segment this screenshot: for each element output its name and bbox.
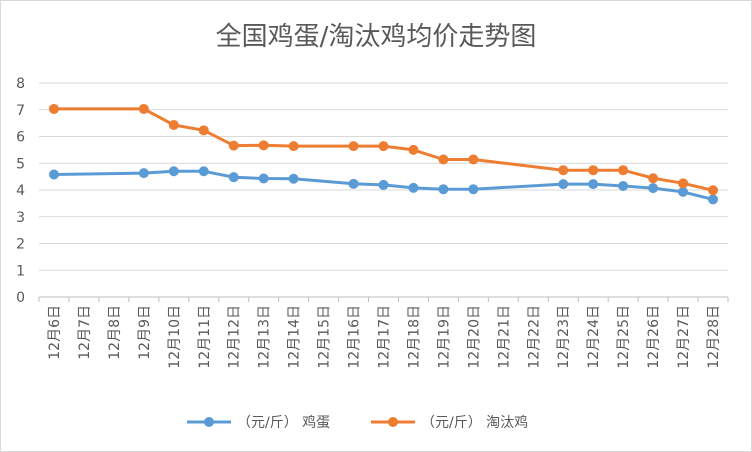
- legend-marker: [204, 417, 214, 427]
- x-tick-label: 12月10日: [167, 305, 183, 369]
- data-point: [708, 185, 719, 196]
- series-line: [54, 107, 714, 192]
- x-axis-ticks: 12月6日 12月7日 12月8日 12月9日 12月10日 12月11日 12月12日 12…: [47, 305, 722, 369]
- x-tick-label: 12月9日: [137, 305, 153, 360]
- data-point: [228, 172, 239, 183]
- x-tick-label: 12月21日: [496, 305, 512, 369]
- x-tick-label: 12月18日: [406, 305, 422, 369]
- data-point: [468, 184, 479, 195]
- x-axis: [38, 296, 729, 302]
- series-0: [48, 166, 719, 205]
- data-point: [618, 165, 629, 176]
- x-tick-label: 12月22日: [526, 305, 542, 369]
- data-point: [168, 166, 179, 177]
- x-tick-label: 12月20日: [466, 305, 482, 369]
- x-tick-label: 12月16日: [347, 305, 363, 369]
- data-point: [48, 169, 59, 180]
- data-point: [138, 168, 149, 179]
- chart-title: 全国鸡蛋/淘汰鸡均价走势图: [216, 22, 537, 52]
- x-tick-label: 12月28日: [706, 305, 722, 369]
- series-layer: [48, 103, 719, 205]
- y-tick-label: 1: [16, 263, 25, 279]
- y-tick-label: 5: [16, 156, 25, 172]
- x-tick-label: 12月6日: [47, 305, 63, 360]
- data-point: [198, 166, 209, 177]
- x-tick-label: 12月13日: [257, 305, 273, 369]
- data-point: [558, 179, 569, 190]
- x-tick-label: 12月8日: [107, 305, 123, 360]
- legend-label: （元/斤） 鸡蛋: [237, 414, 330, 431]
- data-point: [258, 140, 269, 151]
- data-point: [438, 154, 449, 165]
- legend-item: （元/斤） 鸡蛋: [187, 414, 330, 431]
- data-point: [408, 182, 419, 193]
- y-tick-label: 7: [16, 103, 25, 119]
- x-tick-label: 12月12日: [227, 305, 243, 369]
- data-point: [198, 125, 209, 136]
- data-point: [228, 140, 239, 151]
- grid-lines: [39, 82, 728, 271]
- data-point: [708, 194, 719, 205]
- x-tick-label: 12月17日: [377, 305, 393, 369]
- x-tick-label: 12月7日: [77, 305, 93, 360]
- data-point: [678, 186, 689, 197]
- x-tick-label: 12月25日: [616, 305, 632, 369]
- data-point: [618, 180, 629, 191]
- x-tick-label: 12月26日: [646, 305, 662, 369]
- y-tick-label: 3: [16, 210, 25, 226]
- data-point: [408, 144, 419, 155]
- data-point: [438, 184, 449, 195]
- x-tick-label: 12月23日: [556, 305, 572, 369]
- x-tick-label: 12月24日: [586, 305, 602, 369]
- x-tick-label: 12月27日: [676, 305, 692, 369]
- y-tick-label: 6: [16, 130, 25, 146]
- data-point: [168, 119, 179, 130]
- series-1: [48, 103, 719, 196]
- y-tick-label: 8: [16, 76, 25, 92]
- data-point: [678, 178, 689, 189]
- data-point: [558, 165, 569, 176]
- y-tick-label: 4: [16, 183, 25, 199]
- data-point: [648, 173, 659, 184]
- data-point: [378, 141, 389, 152]
- data-point: [48, 103, 59, 114]
- legend-marker: [388, 417, 398, 427]
- data-point: [588, 165, 599, 176]
- y-tick-label: 2: [16, 237, 25, 253]
- data-point: [288, 141, 299, 152]
- data-point: [288, 173, 299, 184]
- data-point: [348, 141, 359, 152]
- data-point: [138, 103, 149, 114]
- x-tick-label: 12月14日: [287, 305, 303, 369]
- legend-item: （元/斤） 淘汰鸡: [371, 414, 528, 431]
- legend-label: （元/斤） 淘汰鸡: [421, 414, 528, 431]
- data-point: [468, 154, 479, 165]
- data-point: [588, 179, 599, 190]
- data-point: [378, 179, 389, 190]
- x-tick-label: 12月19日: [436, 305, 452, 369]
- data-point: [258, 173, 269, 184]
- data-point: [648, 183, 659, 194]
- y-tick-label: 0: [16, 290, 25, 306]
- x-tick-label: 12月15日: [317, 305, 333, 369]
- data-point: [348, 178, 359, 189]
- x-tick-label: 12月11日: [197, 305, 213, 369]
- y-axis-ticks: 0 1 2 3 4 5 6 7 8: [16, 76, 25, 306]
- legend: （元/斤） 鸡蛋 （元/斤） 淘汰鸡: [187, 414, 528, 431]
